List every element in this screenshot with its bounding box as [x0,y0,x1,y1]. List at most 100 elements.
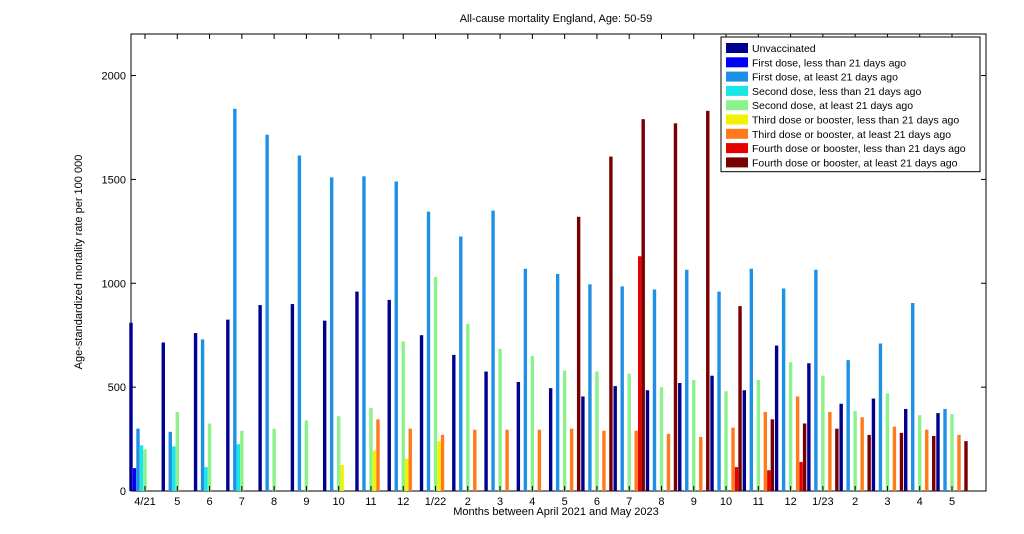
x-tick-label: 12 [397,496,409,508]
bar-3-15 [588,284,592,491]
x-tick-label: 11 [365,496,376,508]
legend-label: First dose, less than 21 days ago [752,57,906,69]
legend: Unvaccinated First dose, less than 21 day… [720,36,981,173]
bar-9-15 [609,156,613,491]
bar-1-7 [322,320,327,491]
bar-6-10 [437,441,441,491]
bar-5-26 [950,414,954,491]
bar-4-4 [236,444,241,491]
bar-3-21 [781,288,786,491]
bar-7-15 [602,430,606,491]
legend-swatch [726,128,748,139]
bar-3-8 [362,176,366,492]
bar-9-18 [706,110,710,492]
bar-1-8 [355,291,359,491]
bar-7-20 [763,412,768,491]
x-tick-label: 2 [465,496,471,508]
x-tick-label: 10 [720,496,732,508]
bar-7-25 [925,429,929,491]
x-tick-label: 6 [206,496,212,508]
y-tick-label: 1500 [102,174,126,186]
x-axis-label: Months between April 2021 and May 2023 [453,506,658,518]
bar-5-25 [918,415,922,491]
legend-swatch [726,157,748,168]
bar-3-3 [200,339,205,491]
legend-label: Second dose, less than 21 days ago [752,86,921,98]
bar-9-19 [738,306,742,491]
bar-8-20 [767,470,771,491]
bar-9-20 [770,419,775,491]
x-tick-label: 4 [529,496,535,508]
bar-6-7 [340,465,344,491]
x-tick-label: 10 [333,496,345,508]
bar-3-23 [846,360,850,491]
bar-9-23 [867,434,871,491]
bar-5-9 [401,341,405,491]
bar-3-16 [620,286,624,491]
bar-9-22 [835,428,839,491]
bar-1-1 [129,322,133,491]
bar-7-9 [408,428,412,491]
bar-7-16 [634,430,638,491]
y-axis: 0 500 1000 1500 2000 [102,71,986,498]
bar-5-22 [821,375,825,491]
bar-9-24 [899,432,904,491]
bar-3-20 [749,268,754,491]
x-tick-label: 9 [303,496,309,508]
bar-1-20 [742,390,747,491]
x-tick-label: 8 [658,496,664,508]
bar-3-24 [878,343,883,491]
bar-3-25 [911,303,915,491]
x-tick-label: 3 [497,496,503,508]
bar-3-17 [652,289,657,491]
bar-9-17 [673,123,678,491]
bar-5-11 [466,323,470,491]
bar-1-11 [452,354,456,491]
bar-6-9 [405,458,409,491]
bar-1-6 [290,304,295,491]
bar-1-5 [258,305,262,491]
bar-4-3 [204,467,208,491]
bar-9-26 [964,441,968,491]
bar-7-13 [537,429,542,491]
legend-label: First dose, at least 21 days ago [752,72,898,84]
bar-5-12 [498,348,502,491]
legend-swatch [726,143,748,154]
bar-9-16 [641,119,645,492]
bar-3-10 [426,211,431,492]
x-tick-label: 5 [174,496,180,508]
bar-3-9 [394,181,398,492]
bar-1-14 [548,388,553,491]
bar-7-22 [828,412,832,491]
bar-7-17 [666,433,671,492]
bar-5-20 [756,379,761,491]
bar-1-13 [516,381,521,491]
bar-1-15 [581,396,585,491]
bar-3-19 [717,291,721,491]
legend-swatch [726,57,748,68]
y-tick-label: 2000 [102,71,126,83]
bar-5-24 [885,393,890,491]
x-tick-label: 4 [917,496,923,508]
bar-3-22 [814,269,818,491]
y-tick-label: 1000 [102,278,126,290]
chart-title: All-cause mortality England, Age: 50-59 [460,13,653,25]
bar-3-13 [523,268,528,491]
legend-label: Unvaccinated [752,43,816,55]
bar-9-25 [932,435,936,491]
bar-4-1 [139,445,144,491]
bar-9-14 [576,216,581,492]
bar-7-23 [860,417,864,491]
y-tick-label: 0 [120,486,126,498]
bar-7-24 [892,426,897,491]
bar-8-21 [799,461,803,491]
bar-1-12 [484,371,488,491]
x-tick-label: 6 [594,496,600,508]
bars-layer [129,108,968,492]
legend-label: Fourth dose or booster, less than 21 day… [752,143,966,155]
legend-swatch [726,85,748,96]
legend-swatch [726,71,748,82]
bar-1-16 [613,386,617,491]
y-axis-label: Age-standardized mortality rate per 100 … [73,155,85,370]
bar-1-9 [387,299,391,491]
